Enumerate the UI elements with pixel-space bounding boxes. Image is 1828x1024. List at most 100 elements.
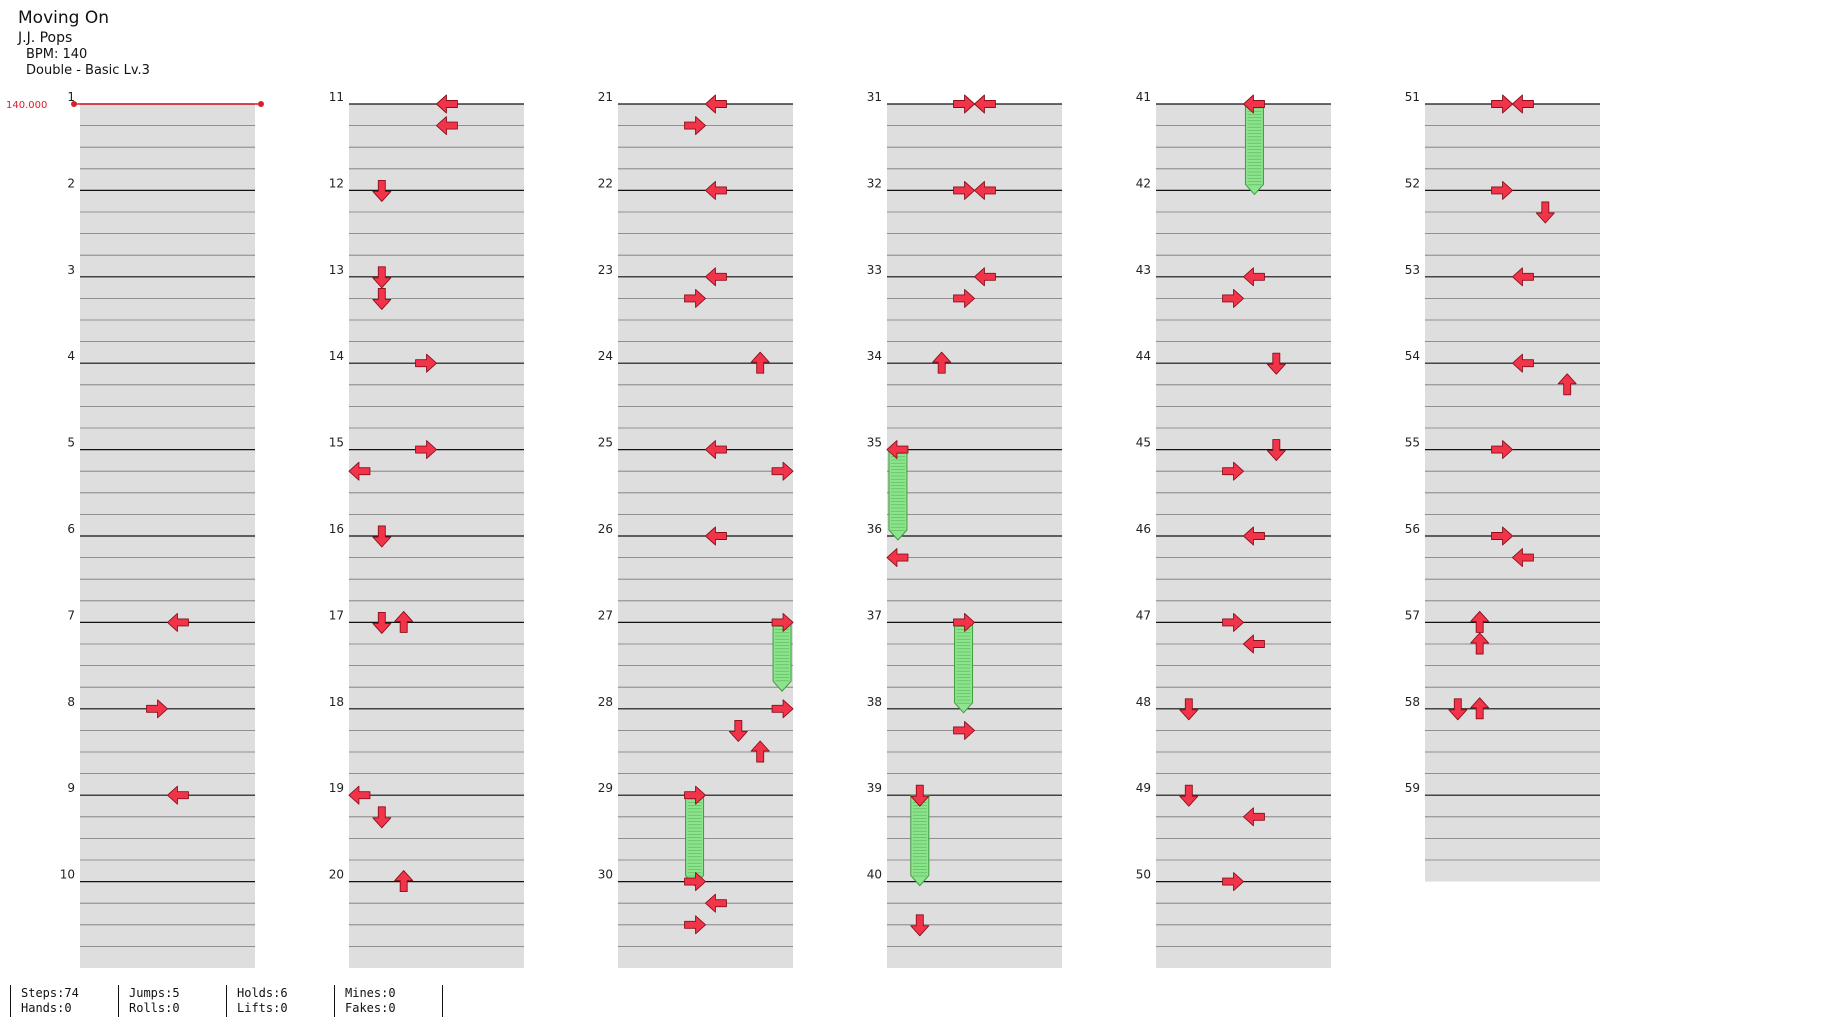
arrow-down-icon [372, 287, 392, 310]
arrow-right-icon [415, 440, 438, 460]
measure-number: 56 [1405, 522, 1420, 536]
beat-band [80, 147, 255, 169]
measure-23: 23 [598, 263, 793, 364]
beat-band [887, 600, 1062, 623]
arrow-left-icon [435, 94, 458, 114]
beat-band [1425, 536, 1600, 558]
beat-band [618, 363, 793, 385]
beat-band [1425, 406, 1600, 428]
beat-band [1425, 773, 1600, 796]
beat-band [80, 579, 255, 601]
measure-13: 13 [329, 263, 524, 364]
measure-42: 42 [1136, 176, 1331, 277]
measure-number: 46 [1136, 522, 1151, 536]
beat-band [80, 622, 255, 644]
beat-band [1425, 708, 1600, 731]
beat-band [1425, 816, 1600, 839]
beat-band [887, 644, 1062, 666]
beat-band [618, 406, 793, 428]
measure-number: 33 [867, 263, 882, 277]
stat-column: Holds:6 Lifts:0 [226, 985, 334, 1017]
measure-number: 3 [67, 263, 75, 277]
arrow-left-icon [166, 612, 189, 632]
beat-band [887, 881, 1062, 904]
beat-band [80, 600, 255, 623]
beat-band [1156, 687, 1331, 709]
beat-band [1156, 341, 1331, 364]
measure-number: 43 [1136, 263, 1151, 277]
beat-band [618, 514, 793, 536]
beat-band [1425, 449, 1600, 472]
beat-band [1425, 363, 1600, 385]
measure-12: 12 [329, 176, 524, 277]
beat-band [887, 924, 1062, 947]
beat-band [618, 687, 793, 709]
beat-band [349, 557, 524, 580]
beat-band [618, 536, 793, 558]
beat-band [1425, 428, 1600, 450]
beat-band [887, 946, 1062, 968]
measure-20: 20 [329, 868, 524, 968]
arrow-right-icon [771, 699, 794, 719]
stats-bar: Steps:74 Hands:0 Jumps:5 Rolls:0 Holds:6 Lift… [10, 985, 443, 1017]
beat-band [349, 730, 524, 752]
beat-band [80, 428, 255, 450]
measure-number: 45 [1136, 436, 1151, 450]
beat-band [887, 687, 1062, 709]
beat-band [349, 838, 524, 860]
measure-number: 37 [867, 608, 882, 622]
measure-59: 59 [1405, 781, 1600, 882]
measure-56: 56 [1405, 522, 1600, 623]
beat-band [887, 320, 1062, 342]
measure-48: 48 [1136, 695, 1331, 796]
beat-band [887, 212, 1062, 234]
beat-band [1425, 168, 1600, 191]
beat-band [349, 665, 524, 688]
measure-number: 16 [329, 522, 344, 536]
beat-band [887, 233, 1062, 256]
measure-34: 34 [867, 349, 1062, 450]
measure-number: 18 [329, 695, 344, 709]
beat-band [618, 752, 793, 774]
beat-band [1425, 384, 1600, 407]
measure-number: 25 [598, 436, 613, 450]
measure-53: 53 [1405, 263, 1600, 364]
measure-44: 44 [1136, 349, 1331, 450]
beat-band [887, 536, 1062, 558]
beat-band [1156, 946, 1331, 968]
arrow-up-icon [1470, 697, 1490, 720]
beat-band [618, 773, 793, 796]
measure-33: 33 [867, 263, 1062, 364]
beat-band [1156, 881, 1331, 904]
beat-band [349, 622, 524, 644]
beat-band [618, 384, 793, 407]
beat-band [887, 622, 1062, 644]
beat-band [1425, 557, 1600, 580]
beat-band [80, 471, 255, 493]
beat-band [1425, 276, 1600, 299]
beat-band [1156, 125, 1331, 148]
beat-band [618, 449, 793, 472]
beat-band [349, 492, 524, 515]
arrow-right-icon [1222, 872, 1245, 892]
beat-band [887, 428, 1062, 450]
measure-number: 58 [1405, 695, 1420, 709]
beat-band [349, 255, 524, 277]
measure-number: 48 [1136, 695, 1151, 709]
beat-band [80, 341, 255, 364]
measure-number: 14 [329, 349, 344, 363]
arrow-down-icon [1448, 698, 1468, 721]
measure-15: 15 [329, 436, 524, 536]
beat-band [1156, 816, 1331, 839]
arrow-left-icon [704, 893, 727, 913]
arrow-up-icon [1470, 632, 1490, 655]
measure-49: 49 [1136, 781, 1331, 882]
measure-54: 54 [1405, 349, 1600, 450]
measure-number: 29 [598, 781, 613, 795]
beat-band [1425, 579, 1600, 601]
arrow-right-icon [953, 612, 976, 632]
arrow-down-icon [728, 719, 748, 742]
arrow-left-icon [704, 526, 727, 546]
measure-number: 5 [67, 436, 75, 450]
measure-number: 28 [598, 695, 613, 709]
